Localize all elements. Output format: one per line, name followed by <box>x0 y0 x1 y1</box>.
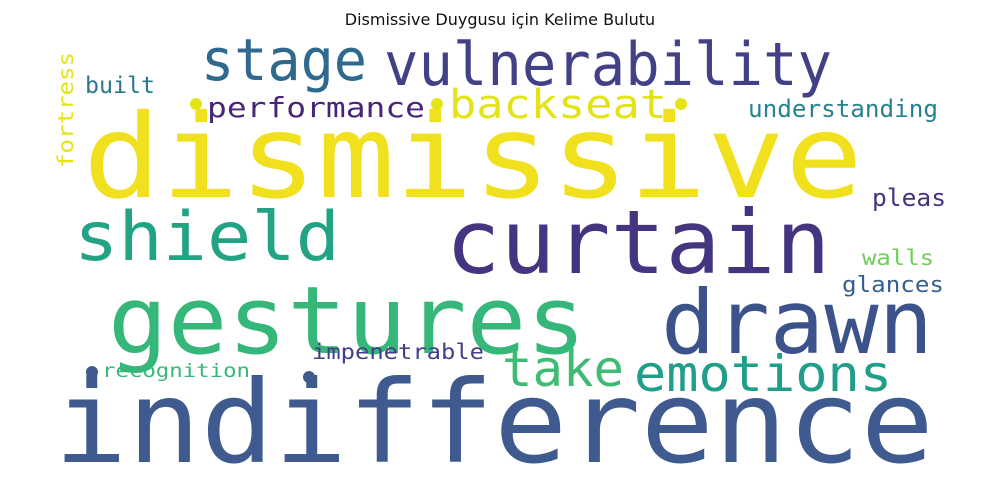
cloud-dot <box>675 98 687 110</box>
word-impenetrable: impenetrable <box>312 340 484 364</box>
word-vulnerability: vulnerability <box>384 30 832 100</box>
cloud-dot <box>86 366 98 378</box>
word-walls: walls <box>862 246 934 270</box>
word-shield: shield <box>74 198 340 277</box>
word-curtain: curtain <box>446 191 831 294</box>
cloud-dot <box>303 371 315 383</box>
word-emotions: emotions <box>634 345 892 403</box>
word-fortress: fortress <box>54 52 78 168</box>
word-indifference: indifference <box>54 356 934 489</box>
word-glances: glances <box>842 273 944 298</box>
word-recognition: recognition <box>102 360 250 382</box>
word-drawn: drawn <box>661 271 933 374</box>
word-dismissive: dismissive <box>83 90 863 225</box>
chart-title: Dismissive Duygusu için Kelime Bulutu <box>344 10 656 29</box>
word-gestures: gestures <box>108 267 586 376</box>
word-understanding: understanding <box>748 95 938 123</box>
word-built: built <box>85 73 155 99</box>
cloud-dot <box>190 98 202 110</box>
cloud-dot <box>431 98 443 110</box>
word-performance: performance <box>207 91 425 124</box>
word-stage: stage <box>201 26 367 94</box>
word-pleas: pleas <box>872 184 946 212</box>
word-backseat: backseat <box>449 82 667 128</box>
word-take: take <box>502 340 624 398</box>
